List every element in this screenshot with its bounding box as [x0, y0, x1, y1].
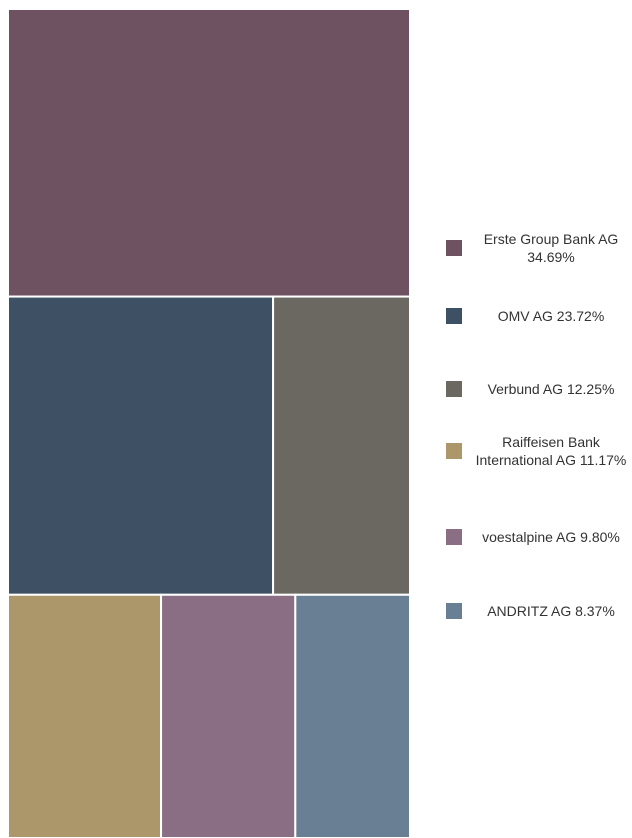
treemap-tile-andritz-ag [294, 593, 412, 838]
legend-swatch-omv [446, 308, 462, 324]
legend-label-verbund: Verbund AG 12.25% [487, 381, 615, 397]
treemap-tile-erste-group-bank-ag [7, 8, 411, 298]
legend-swatch-andritz [446, 603, 462, 619]
legend-label-raiffeisen-bank: Raiffeisen Bank International AG 11.17% [475, 434, 627, 468]
legend-item-raiffeisen-bank: Raiffeisen Bank International AG 11.17% [446, 433, 628, 469]
legend-label-andritz: ANDRITZ AG 8.37% [487, 603, 615, 619]
legend-item-andritz: ANDRITZ AG 8.37% [446, 602, 628, 620]
legend-swatch-voestalpine [446, 529, 462, 545]
legend-label-voestalpine: voestalpine AG 9.80% [482, 529, 620, 545]
legend-item-verbund: Verbund AG 12.25% [446, 380, 628, 398]
treemap-tile-raiffeisen-bank-international-ag [7, 593, 163, 838]
legend-swatch-erste-group-bank [446, 240, 462, 256]
legend-label-omv: OMV AG 23.72% [497, 308, 605, 324]
treemap-tile-verbund-ag [272, 295, 411, 596]
legend-item-voestalpine: voestalpine AG 9.80% [446, 528, 628, 546]
legend-swatch-raiffeisen-bank [446, 443, 462, 459]
treemap-tile-voestalpine-ag [160, 593, 297, 838]
treemap-tile-omv-ag [7, 295, 275, 596]
legend-swatch-verbund [446, 381, 462, 397]
legend-label-erste-group-bank: Erste Group Bank AG 34.69% [483, 231, 619, 265]
legend-item-omv: OMV AG 23.72% [446, 307, 628, 325]
legend-item-erste-group-bank: Erste Group Bank AG 34.69% [446, 230, 628, 266]
